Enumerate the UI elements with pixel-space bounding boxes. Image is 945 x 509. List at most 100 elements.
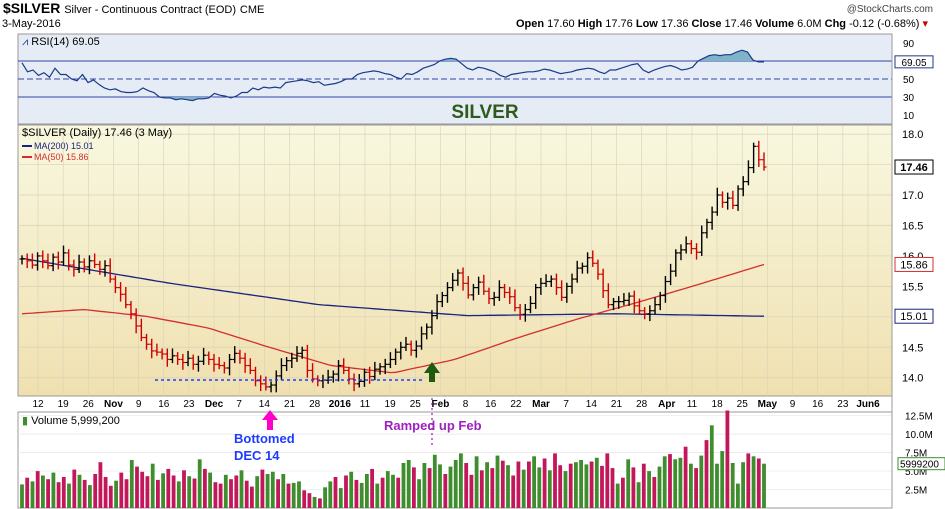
volume-bar	[584, 464, 589, 508]
volume-bar	[255, 476, 260, 508]
rsi-tick-label: 10	[903, 111, 915, 122]
ohlc-bar	[621, 293, 627, 306]
volume-bar	[668, 454, 672, 508]
ohlc-bar	[377, 363, 383, 375]
volume-tick-label: 12.5M	[905, 412, 933, 423]
date-tick-label: Mar	[532, 399, 550, 410]
date-tick-label: 23	[183, 399, 195, 410]
ohlc-bar	[559, 280, 565, 301]
volume-bar	[108, 485, 113, 508]
volume-bar	[82, 479, 87, 508]
volume-bar	[234, 475, 239, 508]
volume-bar	[537, 467, 542, 508]
volume-bar	[694, 468, 698, 508]
ohlc-bar	[496, 280, 502, 301]
price-tick-label: 14.0	[902, 373, 923, 385]
ohlc-bar	[636, 298, 642, 315]
date-tick-label: 8	[463, 399, 469, 410]
volume-bar	[396, 477, 401, 508]
ohlc-bar	[372, 361, 378, 381]
ohlc-bar	[725, 192, 731, 210]
ohlc-bar	[180, 353, 186, 370]
volume-bar	[380, 477, 385, 508]
date-tick-label: 26	[83, 399, 95, 410]
ohlc-bar	[169, 348, 175, 364]
ma50-price-tag-box	[894, 256, 934, 272]
ohlc-bar	[631, 290, 637, 314]
close-label: Close	[691, 18, 722, 30]
date-tick-label: Feb	[432, 399, 450, 410]
date-tick-label: 2016	[329, 399, 352, 410]
volume-bar	[459, 453, 463, 508]
volume-bar	[25, 477, 30, 508]
date-tick-label: 16	[485, 399, 497, 410]
ohlc-bar	[590, 250, 596, 267]
ohlc-bar	[507, 286, 513, 305]
ohlc-bar	[35, 252, 41, 271]
volume-bar	[51, 472, 56, 508]
volume-bar	[338, 488, 343, 508]
ohlc-bar	[424, 323, 430, 340]
volume-bar	[375, 483, 380, 508]
chart-date: 3-May-2016	[2, 18, 61, 30]
ohlc-bar	[211, 353, 217, 372]
volume-bar	[689, 463, 693, 508]
volume-bar	[605, 453, 610, 508]
volume-bar	[323, 487, 327, 508]
ohlc-bar	[600, 268, 606, 298]
ohlc-bar	[268, 381, 274, 393]
ohlc-bar	[86, 255, 92, 275]
ohlc-bar	[190, 354, 196, 370]
volume-bar	[636, 482, 641, 508]
volume-bar	[704, 440, 709, 508]
ohlc-bar	[470, 283, 476, 301]
ohlc-bar	[201, 347, 207, 365]
volume-bar	[563, 471, 568, 508]
volume-bar	[516, 461, 521, 508]
volume-bar	[333, 477, 338, 508]
bottomed-annotation: Bottomed	[234, 431, 295, 446]
date-tick-label: Jun6	[856, 399, 880, 410]
volume-legend-text: Volume 5,999,200	[31, 415, 120, 427]
volume-bar	[359, 482, 364, 508]
volume-bar	[197, 459, 202, 508]
ohlc-bar	[512, 289, 518, 312]
ma200-price-tag-box	[894, 308, 934, 324]
ohlc-bar	[476, 276, 482, 295]
ohlc-bar	[522, 304, 528, 322]
ohlc-bar	[92, 253, 98, 269]
date-tick-label: 18	[712, 399, 724, 410]
date-tick-label: Apr	[658, 399, 675, 410]
volume-bar	[156, 479, 160, 508]
volume-tick-label: 2.5M	[905, 486, 927, 497]
volume-bar	[265, 474, 270, 508]
rsi-panel: 90 69.05 50 30 10 ⩘ RSI(14) 69.05	[17, 33, 934, 125]
volume-bar	[521, 469, 526, 508]
volume-bar	[532, 456, 536, 508]
copyright[interactable]: @StockCharts.com	[846, 4, 933, 15]
ohlc-bar	[164, 348, 170, 367]
volume-bar	[474, 456, 479, 508]
ohlc-bar	[175, 352, 181, 365]
volume-bar	[318, 498, 322, 508]
volume-bar	[479, 470, 484, 508]
ohlc-bar	[564, 282, 570, 303]
ohlc-bar	[481, 274, 487, 295]
ohlc-bar	[341, 358, 347, 375]
volume-label: Volume	[755, 18, 795, 30]
volume-bar	[291, 482, 296, 508]
ohlc-bar	[647, 305, 653, 322]
ohlc-bar	[206, 351, 212, 365]
exchange: CME	[239, 4, 265, 16]
bottomed-date-annotation: DEC 14	[234, 448, 280, 463]
volume-legend: ▮ Volume 5,999,200	[22, 415, 120, 427]
ohlc-bar	[439, 291, 445, 308]
volume-bar	[506, 465, 510, 508]
ohlc-bar	[486, 287, 492, 305]
volume-bar	[250, 486, 254, 508]
ohlc-bar	[502, 283, 508, 298]
volume-bar	[542, 458, 547, 508]
ohlc-bar	[278, 358, 284, 380]
ohlc-bar	[154, 343, 160, 356]
